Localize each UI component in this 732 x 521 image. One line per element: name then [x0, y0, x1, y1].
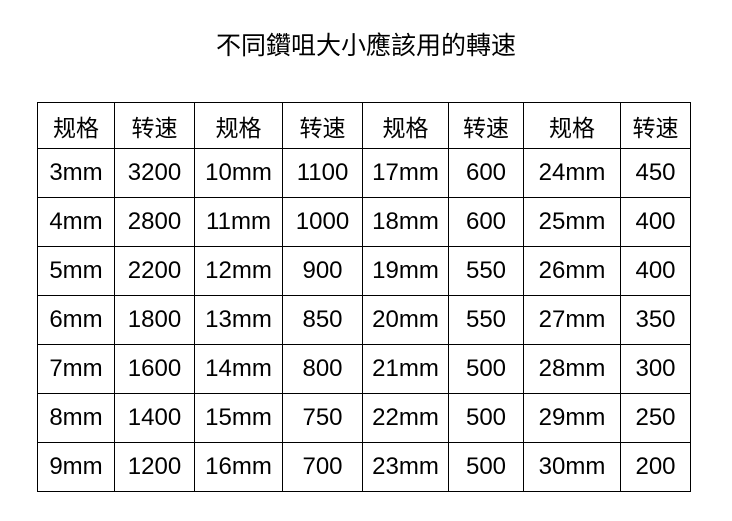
speed-cell: 2200: [114, 246, 195, 296]
size-cell: 13mm: [194, 295, 283, 345]
speed-cell: 250: [620, 393, 691, 443]
size-cell: 10mm: [194, 148, 283, 198]
size-cell: 15mm: [194, 393, 283, 443]
speed-cell: 400: [620, 197, 691, 247]
speed-cell: 750: [282, 393, 363, 443]
size-cell: 30mm: [523, 442, 621, 492]
size-cell: 7mm: [37, 344, 115, 394]
speed-cell: 1000: [282, 197, 363, 247]
speed-cell: 850: [282, 295, 363, 345]
speed-cell: 2800: [114, 197, 195, 247]
speed-cell: 450: [620, 148, 691, 198]
column-header-size: 规格: [523, 102, 621, 149]
size-cell: 22mm: [362, 393, 449, 443]
speed-cell: 300: [620, 344, 691, 394]
size-cell: 11mm: [194, 197, 283, 247]
speed-table: 规格 转速 规格 转速 规格 转速 规格 转速 3mm 3200 10mm 1100 17mm 600 2…: [37, 102, 691, 492]
size-cell: 8mm: [37, 393, 115, 443]
speed-cell: 600: [448, 197, 524, 247]
speed-cell: 500: [448, 393, 524, 443]
speed-cell: 3200: [114, 148, 195, 198]
table-row: 6mm 1800 13mm 850 20mm 550 27mm 350: [37, 295, 691, 345]
speed-cell: 400: [620, 246, 691, 296]
table-row: 7mm 1600 14mm 800 21mm 500 28mm 300: [37, 344, 691, 394]
speed-cell: 500: [448, 442, 524, 492]
speed-cell: 900: [282, 246, 363, 296]
size-cell: 5mm: [37, 246, 115, 296]
column-header-speed: 转速: [620, 102, 691, 149]
size-cell: 12mm: [194, 246, 283, 296]
table-row: 8mm 1400 15mm 750 22mm 500 29mm 250: [37, 393, 691, 443]
column-header-speed: 转速: [448, 102, 524, 149]
size-cell: 3mm: [37, 148, 115, 198]
size-cell: 6mm: [37, 295, 115, 345]
table-row: 9mm 1200 16mm 700 23mm 500 30mm 200: [37, 442, 691, 492]
column-header-size: 规格: [37, 102, 115, 149]
size-cell: 23mm: [362, 442, 449, 492]
header-row: 规格 转速 规格 转速 规格 转速 规格 转速: [37, 102, 691, 149]
size-cell: 25mm: [523, 197, 621, 247]
speed-cell: 1400: [114, 393, 195, 443]
size-cell: 29mm: [523, 393, 621, 443]
column-header-speed: 转速: [282, 102, 363, 149]
speed-cell: 550: [448, 295, 524, 345]
size-cell: 9mm: [37, 442, 115, 492]
table-row: 4mm 2800 11mm 1000 18mm 600 25mm 400: [37, 197, 691, 247]
size-cell: 14mm: [194, 344, 283, 394]
speed-cell: 1800: [114, 295, 195, 345]
size-cell: 24mm: [523, 148, 621, 198]
size-cell: 19mm: [362, 246, 449, 296]
size-cell: 28mm: [523, 344, 621, 394]
speed-cell: 500: [448, 344, 524, 394]
speed-cell: 600: [448, 148, 524, 198]
speed-cell: 550: [448, 246, 524, 296]
size-cell: 26mm: [523, 246, 621, 296]
speed-cell: 1100: [282, 148, 363, 198]
speed-cell: 1600: [114, 344, 195, 394]
column-header-speed: 转速: [114, 102, 195, 149]
column-header-size: 规格: [194, 102, 283, 149]
table-row: 5mm 2200 12mm 900 19mm 550 26mm 400: [37, 246, 691, 296]
table-row: 3mm 3200 10mm 1100 17mm 600 24mm 450: [37, 148, 691, 198]
speed-cell: 200: [620, 442, 691, 492]
size-cell: 21mm: [362, 344, 449, 394]
page-title: 不同鑽咀大小應該用的轉速: [215, 31, 516, 60]
size-cell: 20mm: [362, 295, 449, 345]
speed-cell: 350: [620, 295, 691, 345]
column-header-size: 规格: [362, 102, 449, 149]
speed-cell: 700: [282, 442, 363, 492]
speed-cell: 1200: [114, 442, 195, 492]
size-cell: 27mm: [523, 295, 621, 345]
size-cell: 4mm: [37, 197, 115, 247]
speed-cell: 800: [282, 344, 363, 394]
size-cell: 16mm: [194, 442, 283, 492]
size-cell: 17mm: [362, 148, 449, 198]
size-cell: 18mm: [362, 197, 449, 247]
